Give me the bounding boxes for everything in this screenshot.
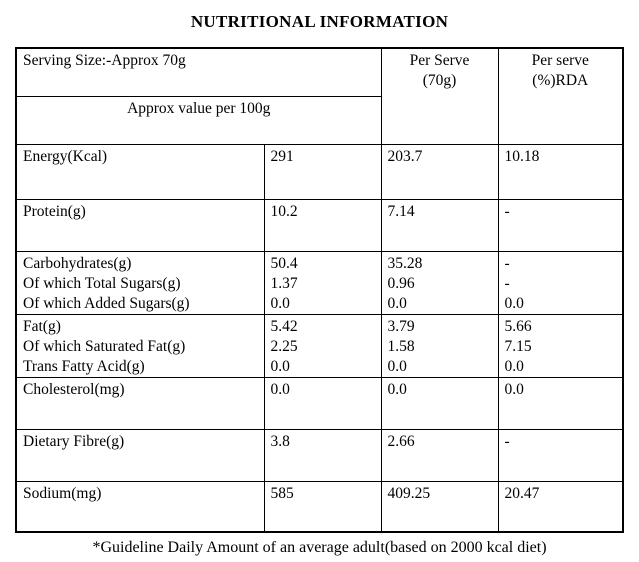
nutrient-name: Cholesterol(mg) xyxy=(23,380,125,398)
row-sodium: Sodium(mg) 585 409.25 20.47 xyxy=(15,480,624,533)
row-energy: Energy(Kcal) 291 203.7 10.18 xyxy=(15,143,624,200)
per-100g-value: 0.0 xyxy=(270,294,290,312)
per-serve-value: 2.66 xyxy=(387,432,415,450)
nutrient-name: Dietary Fibre(g) xyxy=(23,432,125,450)
nutrition-table: Serving Size:-Approx 70g Per Serve (70g)… xyxy=(15,47,625,533)
nutrient-name: Carbohydrates(g) xyxy=(23,254,132,272)
header-per-serve-cell: Per Serve (70g) xyxy=(380,47,499,145)
rda-value: - xyxy=(504,202,510,220)
row-dietary-fibre: Dietary Fibre(g) 3.8 2.66 - xyxy=(15,428,624,482)
per-100g-value: 1.37 xyxy=(270,274,298,292)
page-title: NUTRITIONAL INFORMATION xyxy=(190,12,449,31)
serving-size-text: Serving Size:-Approx 70g xyxy=(23,52,186,69)
approx-value-text: Approx value per 100g xyxy=(127,99,271,117)
rda-value: 0.0 xyxy=(504,294,524,312)
nutrient-name: Sodium(mg) xyxy=(23,484,102,502)
nutrient-name: Of which Saturated Fat(g) xyxy=(23,337,186,355)
per-100g-cell: 50.4 1.37 0.0 xyxy=(263,250,382,315)
rda-cell: 5.66 7.15 0.0 xyxy=(497,313,624,378)
rda-cell: 20.47 xyxy=(497,480,624,533)
rda-cell: - xyxy=(497,428,624,482)
per-serve-cell: 35.28 0.96 0.0 xyxy=(380,250,499,315)
per-100g-value: 10.2 xyxy=(270,202,298,220)
per-serve-value: 3.79 xyxy=(387,317,415,335)
nutrient-name-cell: Dietary Fibre(g) xyxy=(15,428,265,482)
nutrient-name-cell: Fat(g) Of which Saturated Fat(g) Trans F… xyxy=(15,313,265,378)
per-100g-cell: 5.42 2.25 0.0 xyxy=(263,313,382,378)
header-per-serve-rda-cell: Per serve (%)RDA xyxy=(497,47,624,145)
per-100g-value: 291 xyxy=(270,147,294,165)
per-100g-value: 50.4 xyxy=(270,254,298,272)
header-approx-value-cell: Approx value per 100g xyxy=(15,95,382,145)
per-serve-label-line1: Per Serve xyxy=(409,52,470,69)
rda-value: - xyxy=(504,274,510,292)
per-serve-cell: 3.79 1.58 0.0 xyxy=(380,313,499,378)
nutrient-name-cell: Carbohydrates(g) Of which Total Sugars(g… xyxy=(15,250,265,315)
nutrient-name: Fat(g) xyxy=(23,317,61,335)
rda-cell: 10.18 xyxy=(497,143,624,200)
nutrient-name: Trans Fatty Acid(g) xyxy=(23,357,145,375)
rda-value: - xyxy=(504,432,510,450)
per-serve-value: 0.96 xyxy=(387,274,415,292)
nutrient-name: Protein(g) xyxy=(23,202,86,220)
per-serve-value: 0.0 xyxy=(387,357,407,375)
rda-value: 7.15 xyxy=(504,337,532,355)
per-100g-cell: 291 xyxy=(263,143,382,200)
per-serve-value: 409.25 xyxy=(387,484,431,502)
nutrient-name: Energy(Kcal) xyxy=(23,147,108,165)
rda-value: 20.47 xyxy=(504,484,540,502)
per-100g-value: 2.25 xyxy=(270,337,298,355)
row-fat: Fat(g) Of which Saturated Fat(g) Trans F… xyxy=(15,313,624,378)
per-serve-value: 203.7 xyxy=(387,147,423,165)
per-serve-rda-label-line1: Per serve xyxy=(531,52,589,69)
per-100g-value: 585 xyxy=(270,484,294,502)
per-serve-value: 1.58 xyxy=(387,337,415,355)
header-row-serving-size: Serving Size:-Approx 70g Per Serve (70g)… xyxy=(15,47,624,145)
per-100g-value: 0.0 xyxy=(270,380,290,398)
per-serve-rda-label-line2: (%)RDA xyxy=(532,72,589,89)
per-serve-cell: 2.66 xyxy=(380,428,499,482)
per-serve-value: 35.28 xyxy=(387,254,423,272)
row-protein: Protein(g) 10.2 7.14 - xyxy=(15,198,624,252)
nutrient-name: Of which Total Sugars(g) xyxy=(23,274,181,292)
nutrient-name-cell: Energy(Kcal) xyxy=(15,143,265,200)
per-serve-cell: 409.25 xyxy=(380,480,499,533)
per-100g-value: 5.42 xyxy=(270,317,298,335)
rda-value: 5.66 xyxy=(504,317,532,335)
per-100g-value: 0.0 xyxy=(270,357,290,375)
row-cholesterol: Cholesterol(mg) 0.0 0.0 0.0 xyxy=(15,376,624,430)
per-serve-cell: 7.14 xyxy=(380,198,499,252)
rda-value: 10.18 xyxy=(504,147,540,165)
per-serve-label-line2: (70g) xyxy=(422,72,457,89)
per-serve-value: 0.0 xyxy=(387,380,407,398)
rda-cell: 0.0 xyxy=(497,376,624,430)
rda-cell: - - 0.0 xyxy=(497,250,624,315)
guideline-footnote: *Guideline Daily Amount of an average ad… xyxy=(92,539,547,556)
per-100g-cell: 3.8 xyxy=(263,428,382,482)
rda-value: - xyxy=(504,254,510,272)
rda-value: 0.0 xyxy=(504,357,524,375)
per-100g-value: 3.8 xyxy=(270,432,290,450)
per-100g-cell: 0.0 xyxy=(263,376,382,430)
header-row-approx-value: Approx value per 100g xyxy=(15,95,623,145)
per-100g-cell: 10.2 xyxy=(263,198,382,252)
per-serve-cell: 0.0 xyxy=(380,376,499,430)
per-serve-value: 7.14 xyxy=(387,202,415,220)
per-serve-cell: 203.7 xyxy=(380,143,499,200)
per-100g-cell: 585 xyxy=(263,480,382,533)
rda-value: 0.0 xyxy=(504,380,524,398)
nutrient-name-cell: Sodium(mg) xyxy=(15,480,265,533)
rda-cell: - xyxy=(497,198,624,252)
nutrient-name-cell: Cholesterol(mg) xyxy=(15,376,265,430)
nutrient-name: Of which Added Sugars(g) xyxy=(23,294,190,312)
per-serve-value: 0.0 xyxy=(387,294,407,312)
row-carbohydrates: Carbohydrates(g) Of which Total Sugars(g… xyxy=(15,250,624,315)
header-serving-size-cell: Serving Size:-Approx 70g xyxy=(15,47,382,97)
nutrient-name-cell: Protein(g) xyxy=(15,198,265,252)
